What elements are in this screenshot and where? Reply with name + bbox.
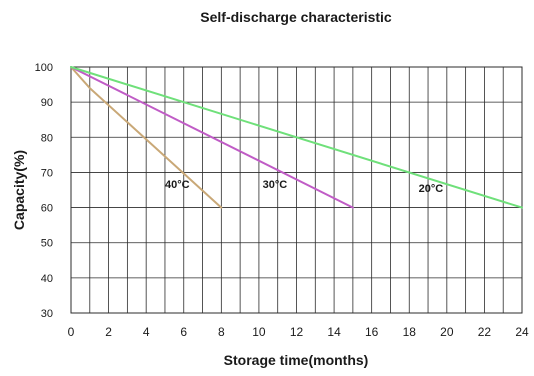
plot-frame: [70, 66, 523, 314]
x-tick-label: 20: [440, 325, 454, 339]
x-tick-label: 2: [105, 325, 112, 339]
x-tick-label: 0: [68, 325, 75, 339]
x-tick-label: 6: [180, 325, 187, 339]
x-tick-label: 24: [515, 325, 529, 339]
y-tick-label: 30: [41, 308, 53, 320]
series-label: 20°C: [419, 183, 444, 195]
x-axis-ticks: 0 2 4 6 8 10 12 14 16 18 20 22 24: [68, 325, 529, 339]
series-line-40C: [70, 66, 223, 209]
x-tick-label: 4: [143, 325, 150, 339]
y-tick-label: 40: [41, 273, 53, 285]
y-tick-label: 60: [41, 203, 53, 215]
x-tick-label: 22: [478, 325, 492, 339]
series-line-20C: [70, 66, 523, 209]
series-labels: 40°C 30°C 20°C: [165, 179, 443, 195]
x-tick-label: 16: [365, 325, 379, 339]
y-axis-ticks: 30 40 50 60 70 80 90 100: [35, 62, 53, 320]
y-tick-label: 100: [35, 62, 53, 74]
series-line-30C: [70, 66, 354, 209]
series-lines: [70, 66, 523, 209]
y-axis-title: Capacity(%): [11, 150, 27, 230]
grid: [71, 67, 522, 313]
series-label: 30°C: [263, 179, 288, 191]
y-tick-label: 50: [41, 238, 53, 250]
x-tick-label: 8: [218, 325, 225, 339]
series-label: 40°C: [165, 179, 190, 191]
y-tick-label: 80: [41, 132, 53, 144]
x-tick-label: 14: [327, 325, 341, 339]
x-tick-label: 12: [290, 325, 304, 339]
chart-title: Self-discharge characteristic: [200, 9, 392, 25]
y-tick-label: 70: [41, 167, 53, 179]
x-tick-label: 10: [252, 325, 266, 339]
x-axis-title: Storage time(months): [224, 352, 369, 368]
x-tick-label: 18: [403, 325, 417, 339]
y-tick-label: 90: [41, 97, 53, 109]
